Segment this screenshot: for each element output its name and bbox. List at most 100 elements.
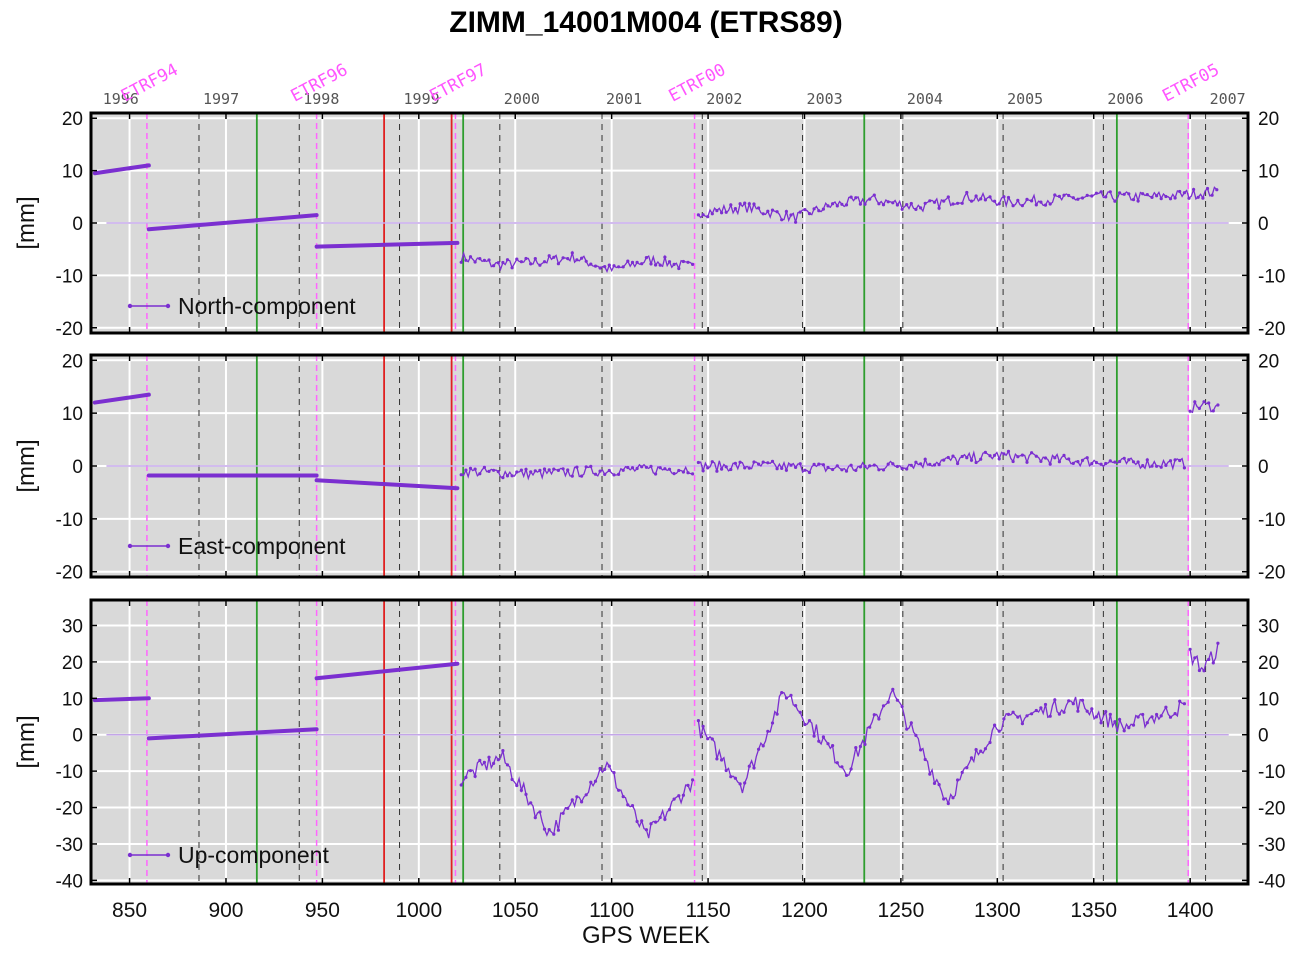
data-point	[459, 260, 463, 264]
year-label: 2007	[1210, 90, 1246, 108]
data-point	[617, 788, 621, 792]
x-tick-label: 1150	[685, 899, 730, 922]
data-point	[757, 747, 761, 751]
data-point	[524, 467, 528, 471]
data-point	[1090, 707, 1094, 711]
data-point	[826, 742, 830, 746]
data-point	[1122, 456, 1126, 460]
data-point	[1188, 409, 1192, 413]
year-label: 2005	[1007, 90, 1043, 108]
data-point	[1043, 203, 1048, 207]
y-tick-label-left: 10	[62, 689, 83, 710]
data-point	[561, 467, 565, 471]
data-point	[979, 749, 983, 753]
legend-label: East-component	[178, 533, 346, 559]
data-point	[473, 467, 477, 471]
data-point	[988, 195, 992, 199]
data-point	[598, 266, 602, 270]
data-point	[1131, 198, 1136, 202]
y-tick-label-left: 0	[72, 726, 83, 747]
data-point	[928, 199, 932, 203]
y-tick-label-left: -10	[56, 266, 83, 287]
data-point	[895, 698, 900, 702]
data-point	[923, 201, 927, 205]
data-point	[1196, 195, 1200, 199]
data-point	[589, 262, 593, 266]
data-point	[478, 257, 482, 261]
data-point	[1076, 460, 1080, 464]
year-label: 1998	[303, 90, 339, 108]
data-point	[1216, 641, 1220, 645]
data-point	[542, 260, 547, 264]
data-point	[1168, 459, 1173, 463]
data-point	[891, 687, 895, 692]
data-point	[1202, 669, 1206, 673]
data-point	[794, 220, 798, 224]
y-tick-label-left: -40	[56, 871, 83, 892]
data-point	[914, 460, 918, 464]
y-axis-label: [mm]	[13, 439, 40, 492]
data-point	[729, 775, 733, 779]
data-point	[496, 470, 500, 474]
y-tick-label-right: 0	[1258, 457, 1269, 478]
data-point	[468, 466, 473, 470]
data-point	[965, 190, 969, 195]
data-point	[923, 757, 927, 762]
data-point	[886, 700, 890, 704]
data-point	[635, 819, 639, 824]
y-tick-label-right: 20	[1258, 351, 1279, 372]
x-tick-label: 1400	[1167, 899, 1214, 922]
data-point	[872, 713, 876, 717]
data-point	[831, 744, 835, 748]
data-point	[1043, 702, 1048, 707]
data-point	[881, 203, 886, 207]
data-point	[566, 257, 570, 261]
data-point	[510, 266, 514, 270]
data-point	[881, 704, 886, 708]
data-point	[854, 468, 858, 472]
data-point	[919, 206, 923, 210]
data-point	[817, 209, 821, 213]
data-point	[1168, 715, 1173, 719]
data-point	[542, 827, 547, 831]
data-point	[1099, 462, 1103, 466]
y-tick-label-right: -20	[1258, 563, 1285, 584]
data-point	[854, 746, 858, 750]
data-point	[993, 199, 997, 203]
data-point	[1067, 193, 1071, 198]
data-point	[1030, 712, 1034, 716]
y-tick-label-right: 0	[1258, 214, 1269, 235]
data-point	[928, 772, 932, 776]
panel-north-component: -20 -20 -10 -10 0 0 10 10 20 20 [mm] North-componen…	[13, 109, 1285, 340]
panel-east-component: -20 -20 -10 -10 0 0 10 10 20 20 [mm] East-component	[13, 351, 1285, 583]
data-point	[515, 257, 519, 261]
data-point	[1210, 193, 1214, 197]
data-point	[942, 199, 946, 203]
x-tick-label: 950	[305, 899, 340, 922]
data-point	[1099, 190, 1103, 194]
data-point	[868, 725, 872, 729]
data-point	[570, 251, 574, 255]
y-tick-label-left: -20	[56, 319, 83, 340]
data-point	[720, 211, 724, 215]
data-point	[826, 465, 830, 470]
data-point	[807, 719, 812, 723]
data-point	[667, 808, 672, 812]
data-point	[831, 467, 835, 472]
data-point	[686, 260, 690, 264]
y-tick-label-right: -20	[1258, 799, 1285, 820]
data-point	[635, 260, 639, 264]
y-tick-label-right: 0	[1258, 726, 1269, 747]
y-tick-label-right: 20	[1258, 653, 1279, 674]
data-point	[886, 462, 890, 466]
data-point	[1067, 457, 1071, 461]
data-point	[1155, 194, 1159, 198]
data-point	[752, 202, 756, 206]
data-point	[724, 465, 728, 469]
data-point	[789, 693, 793, 697]
legend-label: Up-component	[178, 842, 329, 868]
data-point	[1197, 668, 1201, 673]
data-point	[547, 254, 551, 258]
data-point	[905, 203, 909, 207]
data-point	[743, 201, 747, 205]
